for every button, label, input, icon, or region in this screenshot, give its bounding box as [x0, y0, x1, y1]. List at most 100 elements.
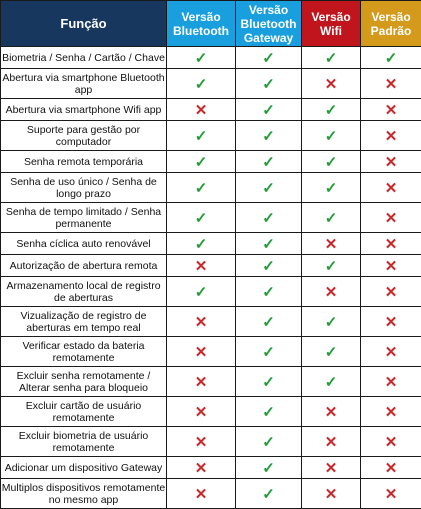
support-cell-standard: ✕: [361, 457, 421, 479]
feature-name: Biometria / Senha / Cartão / Chave: [1, 47, 167, 69]
cross-icon: ✕: [325, 460, 338, 477]
table-row: Abertura via smartphone Wifi app✕✓✓✕: [1, 99, 421, 121]
cross-icon: ✕: [385, 284, 398, 301]
support-cell-wifi: ✓: [302, 255, 361, 277]
support-cell-standard: ✕: [361, 427, 421, 457]
support-cell-standard: ✕: [361, 255, 421, 277]
header-function: Função: [1, 1, 167, 47]
support-cell-wifi: ✕: [302, 457, 361, 479]
support-cell-bluetooth-gateway: ✓: [236, 255, 302, 277]
table-body: Biometria / Senha / Cartão / Chave✓✓✓✓Ab…: [1, 47, 421, 509]
support-cell-wifi: ✕: [302, 427, 361, 457]
header-standard-line1: Versão: [361, 10, 421, 24]
support-cell-wifi: ✕: [302, 69, 361, 99]
check-icon: ✓: [385, 50, 398, 67]
check-icon: ✓: [262, 128, 275, 145]
support-cell-standard: ✕: [361, 99, 421, 121]
check-icon: ✓: [325, 180, 338, 197]
support-cell-bluetooth-gateway: ✓: [236, 99, 302, 121]
check-icon: ✓: [262, 374, 275, 391]
cross-icon: ✕: [385, 76, 398, 93]
support-cell-bluetooth-gateway: ✓: [236, 367, 302, 397]
support-cell-wifi: ✓: [302, 307, 361, 337]
check-icon: ✓: [195, 210, 208, 227]
table-row: Armazenamento local de registro de abert…: [1, 277, 421, 307]
support-cell-bluetooth: ✕: [167, 479, 236, 509]
support-cell-bluetooth: ✓: [167, 277, 236, 307]
cross-icon: ✕: [385, 404, 398, 421]
check-icon: ✓: [262, 258, 275, 275]
support-cell-bluetooth-gateway: ✓: [236, 203, 302, 233]
feature-name: Suporte para gestão por computador: [1, 121, 167, 151]
header-wifi: Versão Wifi: [302, 1, 361, 47]
check-icon: ✓: [262, 236, 275, 253]
check-icon: ✓: [262, 284, 275, 301]
header-bluetooth-line2: Bluetooth: [167, 24, 235, 38]
check-icon: ✓: [195, 76, 208, 93]
check-icon: ✓: [262, 314, 275, 331]
support-cell-wifi: ✓: [302, 203, 361, 233]
check-icon: ✓: [195, 50, 208, 67]
support-cell-wifi: ✓: [302, 121, 361, 151]
cross-icon: ✕: [325, 434, 338, 451]
feature-name: Abertura via smartphone Wifi app: [1, 99, 167, 121]
check-icon: ✓: [325, 314, 338, 331]
cross-icon: ✕: [195, 404, 208, 421]
check-icon: ✓: [262, 76, 275, 93]
cross-icon: ✕: [385, 460, 398, 477]
cross-icon: ✕: [325, 404, 338, 421]
cross-icon: ✕: [195, 344, 208, 361]
check-icon: ✓: [325, 102, 338, 119]
table-row: Biometria / Senha / Cartão / Chave✓✓✓✓: [1, 47, 421, 69]
support-cell-wifi: ✓: [302, 173, 361, 203]
header-row: Função Versão Bluetooth Versão Bluetooth…: [1, 1, 421, 47]
cross-icon: ✕: [385, 344, 398, 361]
support-cell-bluetooth: ✕: [167, 307, 236, 337]
check-icon: ✓: [262, 102, 275, 119]
cross-icon: ✕: [195, 374, 208, 391]
cross-icon: ✕: [385, 180, 398, 197]
support-cell-standard: ✕: [361, 479, 421, 509]
support-cell-bluetooth: ✓: [167, 151, 236, 173]
feature-name: Senha remota temporária: [1, 151, 167, 173]
header-gateway-line3: Gateway: [236, 31, 301, 45]
support-cell-bluetooth: ✕: [167, 367, 236, 397]
support-cell-bluetooth-gateway: ✓: [236, 479, 302, 509]
feature-name: Senha de tempo limitado / Senha permanen…: [1, 203, 167, 233]
table-row: Adicionar um dispositivo Gateway✕✓✕✕: [1, 457, 421, 479]
check-icon: ✓: [325, 128, 338, 145]
support-cell-wifi: ✕: [302, 277, 361, 307]
support-cell-wifi: ✕: [302, 397, 361, 427]
cross-icon: ✕: [325, 284, 338, 301]
header-function-label: Função: [1, 17, 166, 31]
check-icon: ✓: [262, 460, 275, 477]
header-bluetooth: Versão Bluetooth: [167, 1, 236, 47]
check-icon: ✓: [262, 154, 275, 171]
check-icon: ✓: [262, 404, 275, 421]
support-cell-bluetooth: ✕: [167, 99, 236, 121]
cross-icon: ✕: [325, 76, 338, 93]
header-bluetooth-gateway: Versão Bluetooth Gateway: [236, 1, 302, 47]
support-cell-standard: ✕: [361, 337, 421, 367]
feature-name: Autorização de abertura remota: [1, 255, 167, 277]
cross-icon: ✕: [195, 434, 208, 451]
check-icon: ✓: [195, 180, 208, 197]
support-cell-bluetooth-gateway: ✓: [236, 307, 302, 337]
support-cell-bluetooth: ✓: [167, 233, 236, 255]
support-cell-bluetooth-gateway: ✓: [236, 151, 302, 173]
support-cell-bluetooth-gateway: ✓: [236, 233, 302, 255]
cross-icon: ✕: [385, 154, 398, 171]
support-cell-bluetooth-gateway: ✓: [236, 173, 302, 203]
support-cell-bluetooth-gateway: ✓: [236, 427, 302, 457]
support-cell-bluetooth: ✕: [167, 427, 236, 457]
support-cell-bluetooth-gateway: ✓: [236, 47, 302, 69]
feature-name: Adicionar um dispositivo Gateway: [1, 457, 167, 479]
cross-icon: ✕: [385, 210, 398, 227]
check-icon: ✓: [262, 50, 275, 67]
support-cell-bluetooth: ✕: [167, 397, 236, 427]
header-wifi-line2: Wifi: [302, 24, 360, 38]
cross-icon: ✕: [385, 102, 398, 119]
support-cell-bluetooth-gateway: ✓: [236, 121, 302, 151]
